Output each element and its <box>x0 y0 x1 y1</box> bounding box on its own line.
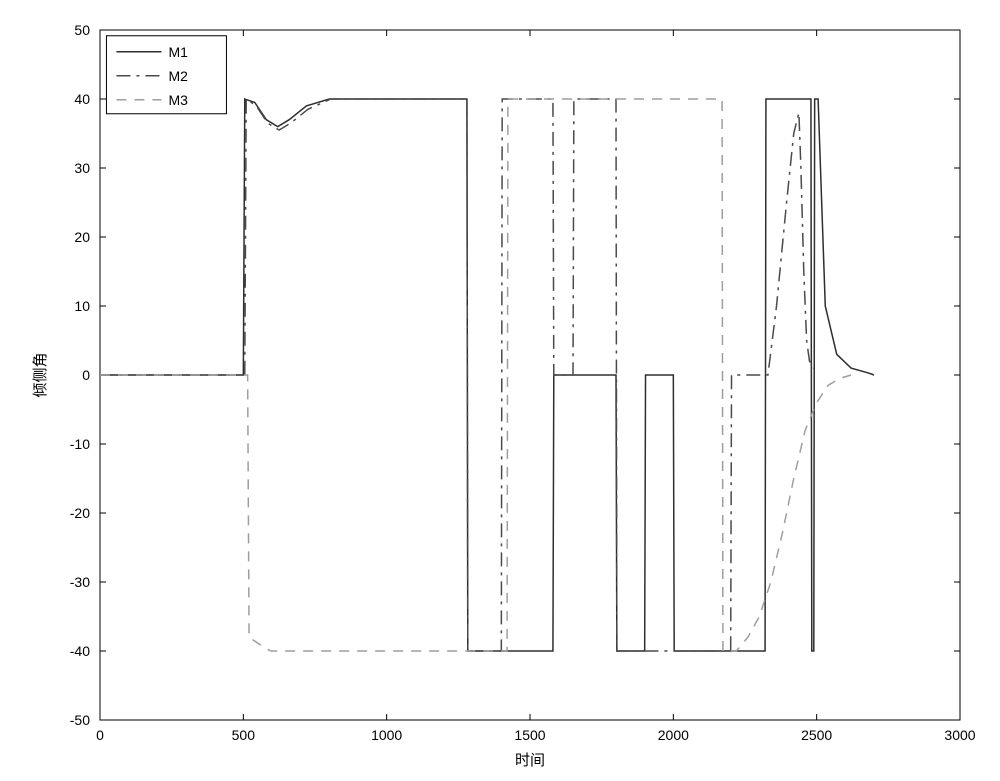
xtick-label: 3000 <box>944 727 975 743</box>
xtick-label: 500 <box>232 727 256 743</box>
ytick-label: -20 <box>70 505 90 521</box>
xtick-label: 2500 <box>801 727 832 743</box>
legend-label: M2 <box>168 68 188 84</box>
ytick-label: -10 <box>70 436 90 452</box>
ytick-label: -30 <box>70 574 90 590</box>
chart-container: 0 500 1000 1500 2000 2500 3000 -50 -40 -30 -20 -10 0… <box>0 0 1000 781</box>
ytick-label: -40 <box>70 643 90 659</box>
xtick-label: 1500 <box>514 727 545 743</box>
xtick-label: 1000 <box>371 727 402 743</box>
ytick-label: 10 <box>74 298 90 314</box>
ytick-label: 20 <box>74 229 90 245</box>
legend: M1 M2 M3 <box>106 36 226 114</box>
xtick-label: 0 <box>96 727 104 743</box>
ytick-label: 30 <box>74 160 90 176</box>
ytick-label: -50 <box>70 712 90 728</box>
x-axis-label: 时间 <box>515 752 545 769</box>
ytick-label: 50 <box>74 22 90 38</box>
y-axis-label: 倾侧角 <box>32 352 49 397</box>
line-chart: 0 500 1000 1500 2000 2500 3000 -50 -40 -30 -20 -10 0… <box>0 0 1000 781</box>
xtick-label: 2000 <box>658 727 689 743</box>
legend-label: M1 <box>168 44 188 60</box>
legend-label: M3 <box>168 92 188 108</box>
ytick-label: 0 <box>82 367 90 383</box>
ytick-label: 40 <box>74 91 90 107</box>
